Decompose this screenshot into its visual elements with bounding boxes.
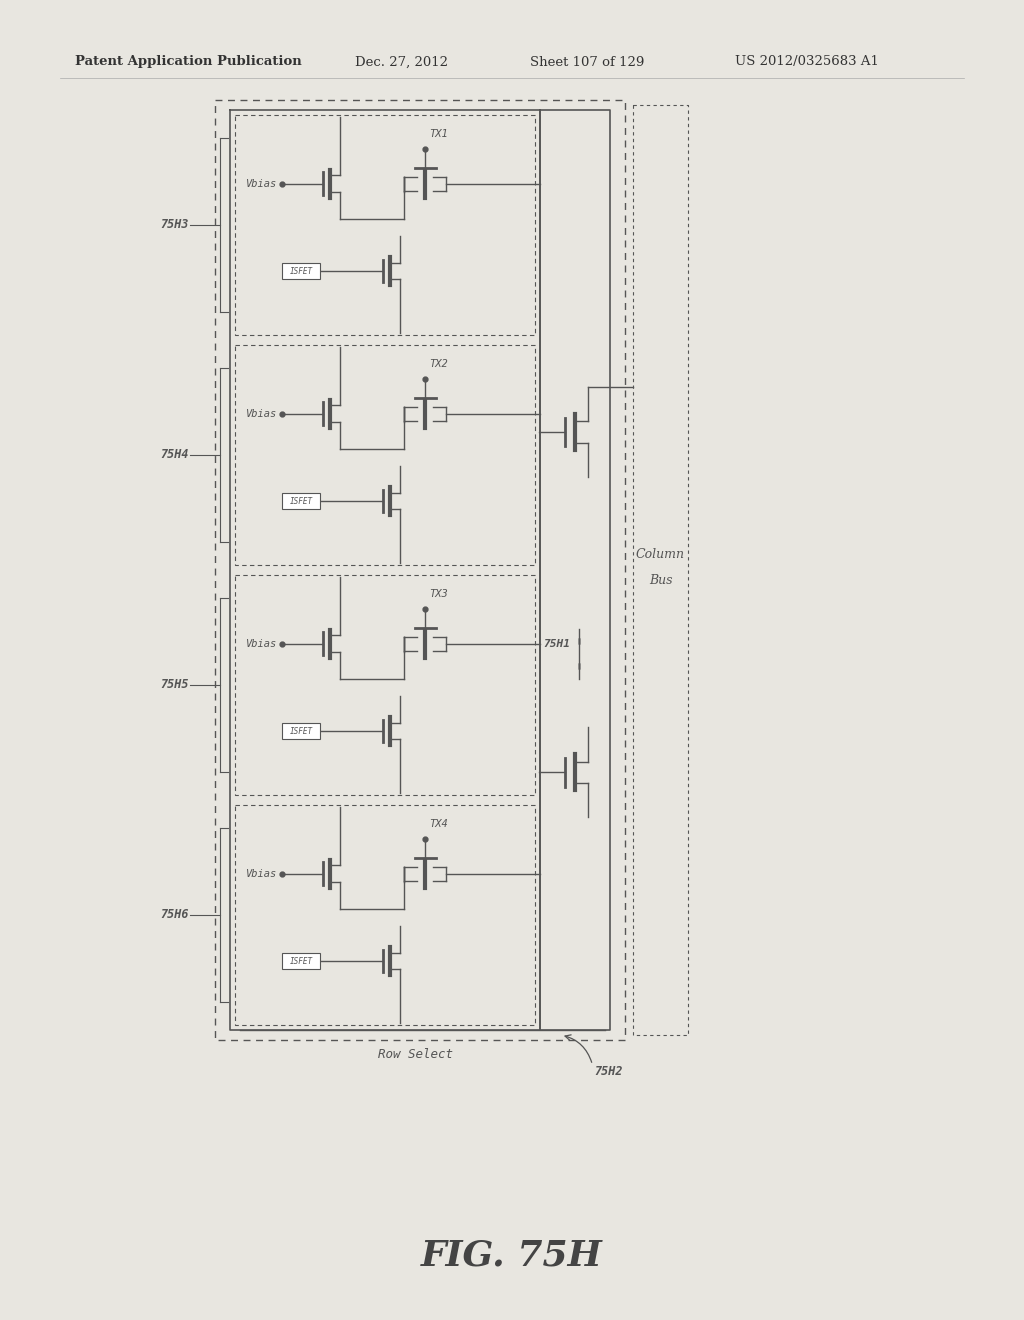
Text: TX2: TX2 [429,359,447,368]
Bar [282,953,319,969]
Text: Row Select: Row Select [378,1048,453,1061]
Bar [282,492,319,510]
Text: TX3: TX3 [429,589,447,599]
Text: ISFET: ISFET [290,957,312,965]
Text: ISFET: ISFET [290,496,312,506]
Text: Column: Column [636,549,685,561]
Text: 75H5: 75H5 [161,678,189,692]
Text: FIG. 75H: FIG. 75H [421,1238,603,1272]
Text: Vbias: Vbias [246,639,278,648]
Bar [282,723,319,739]
Text: Vbias: Vbias [246,869,278,879]
Text: 75H3: 75H3 [161,219,189,231]
Text: 75H1: 75H1 [544,639,570,648]
Text: TX1: TX1 [429,129,447,139]
Text: 75H6: 75H6 [161,908,189,921]
Bar [282,263,319,279]
Text: 75H4: 75H4 [161,449,189,462]
Text: ISFET: ISFET [290,726,312,735]
Text: Vbias: Vbias [246,178,278,189]
Text: TX4: TX4 [429,818,447,829]
Text: Dec. 27, 2012: Dec. 27, 2012 [355,55,449,69]
Text: Vbias: Vbias [246,409,278,418]
Text: ISFET: ISFET [290,267,312,276]
Text: Patent Application Publication: Patent Application Publication [75,55,302,69]
Text: US 2012/0325683 A1: US 2012/0325683 A1 [735,55,879,69]
Text: Sheet 107 of 129: Sheet 107 of 129 [530,55,644,69]
Text: Bus: Bus [649,573,672,586]
Text: 75H2: 75H2 [595,1065,623,1078]
